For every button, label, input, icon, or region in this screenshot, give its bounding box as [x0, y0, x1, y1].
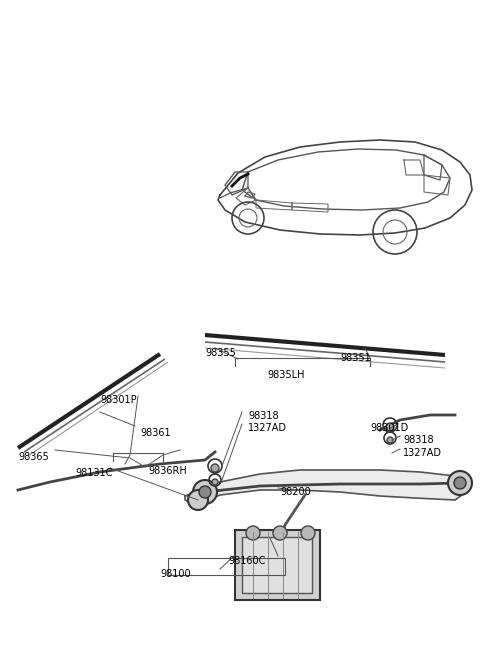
- Text: 98318: 98318: [403, 435, 433, 445]
- Bar: [168, 558, 285, 575]
- Text: 1327AD: 1327AD: [248, 423, 287, 433]
- Circle shape: [211, 464, 219, 472]
- Text: 9835LH: 9835LH: [267, 370, 304, 380]
- Text: 98131C: 98131C: [75, 468, 112, 478]
- Circle shape: [199, 486, 211, 498]
- Text: 98351: 98351: [340, 353, 371, 363]
- Circle shape: [212, 479, 218, 485]
- Text: 1327AD: 1327AD: [403, 448, 442, 458]
- Bar: [242, 537, 312, 593]
- Text: 98318: 98318: [248, 411, 278, 421]
- Text: 98365: 98365: [18, 452, 49, 462]
- Text: 98200: 98200: [280, 487, 311, 497]
- Polygon shape: [185, 470, 465, 505]
- Circle shape: [246, 526, 260, 540]
- Circle shape: [454, 477, 466, 489]
- Text: 98361: 98361: [140, 428, 170, 438]
- Text: 98355: 98355: [205, 348, 236, 358]
- Circle shape: [188, 490, 208, 510]
- Circle shape: [193, 480, 217, 504]
- Text: 98160C: 98160C: [228, 556, 265, 566]
- Circle shape: [448, 471, 472, 495]
- Text: 98301D: 98301D: [370, 423, 408, 433]
- Circle shape: [387, 437, 393, 443]
- Circle shape: [273, 526, 287, 540]
- Polygon shape: [245, 192, 255, 198]
- Polygon shape: [225, 172, 248, 195]
- Text: 9836RH: 9836RH: [148, 466, 187, 476]
- Text: 98301P: 98301P: [100, 395, 137, 405]
- Text: 98100: 98100: [160, 569, 191, 579]
- Bar: [235, 530, 320, 600]
- Circle shape: [386, 423, 394, 431]
- Circle shape: [301, 526, 315, 540]
